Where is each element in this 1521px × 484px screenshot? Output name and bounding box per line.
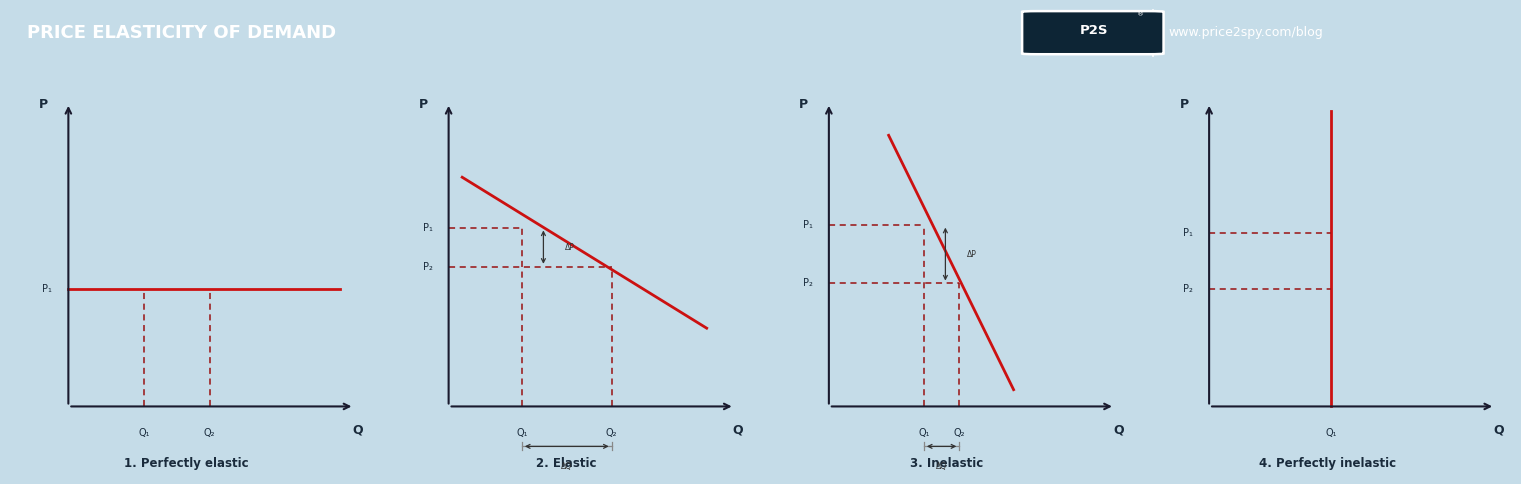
Text: 4. Perfectly inelastic: 4. Perfectly inelastic <box>1258 457 1396 470</box>
Text: P₂: P₂ <box>423 262 432 272</box>
Text: Q₁: Q₁ <box>919 428 929 439</box>
Text: Q: Q <box>1113 424 1124 437</box>
Text: P: P <box>420 98 427 111</box>
Text: 1. Perfectly elastic: 1. Perfectly elastic <box>125 457 248 470</box>
Text: Q₁: Q₁ <box>1326 428 1337 439</box>
Text: www.price2spy.com/blog: www.price2spy.com/blog <box>1168 26 1323 39</box>
Text: P: P <box>800 98 808 111</box>
Text: ΔP: ΔP <box>564 242 575 252</box>
Text: ΔQ: ΔQ <box>561 462 572 471</box>
Text: Q₁: Q₁ <box>138 428 151 439</box>
Text: Q₂: Q₂ <box>954 428 964 439</box>
Text: ΔQ: ΔQ <box>935 462 948 471</box>
Text: Q: Q <box>353 424 364 437</box>
Text: Q₁: Q₁ <box>516 428 528 439</box>
Text: 2. Elastic: 2. Elastic <box>537 457 596 470</box>
Text: Q: Q <box>733 424 744 437</box>
Text: P: P <box>1180 98 1188 111</box>
Text: Q₂: Q₂ <box>605 428 618 439</box>
Text: P2S: P2S <box>1080 24 1107 37</box>
Text: PRICE ELASTICITY OF DEMAND: PRICE ELASTICITY OF DEMAND <box>27 24 336 42</box>
Text: ΔP: ΔP <box>967 250 976 258</box>
Text: ®: ® <box>1138 12 1144 17</box>
Text: Q: Q <box>1494 424 1504 437</box>
Text: P₁: P₁ <box>43 284 52 294</box>
Text: P₂: P₂ <box>803 278 812 288</box>
Text: P₁: P₁ <box>423 223 432 232</box>
Text: P₁: P₁ <box>1183 228 1192 238</box>
Text: P: P <box>40 98 47 111</box>
Text: P₂: P₂ <box>1183 284 1192 294</box>
Text: Q₂: Q₂ <box>204 428 216 439</box>
Text: P₁: P₁ <box>803 220 812 230</box>
Text: 3. Inelastic: 3. Inelastic <box>910 457 984 470</box>
FancyBboxPatch shape <box>1022 11 1164 54</box>
